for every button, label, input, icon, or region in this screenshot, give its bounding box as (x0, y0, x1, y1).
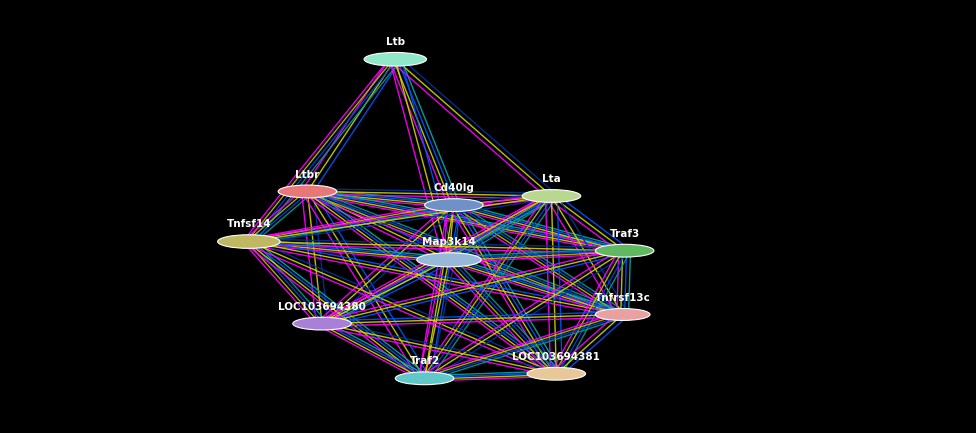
Text: LOC103694380: LOC103694380 (278, 302, 366, 312)
Ellipse shape (522, 190, 581, 202)
Ellipse shape (595, 309, 650, 320)
Ellipse shape (395, 372, 454, 385)
Ellipse shape (218, 235, 280, 249)
Ellipse shape (293, 317, 351, 330)
Text: Tnfsf14: Tnfsf14 (226, 219, 271, 229)
Text: Lta: Lta (542, 174, 561, 184)
Ellipse shape (595, 244, 654, 257)
Text: LOC103694381: LOC103694381 (512, 352, 600, 362)
Ellipse shape (425, 199, 483, 211)
Ellipse shape (278, 185, 337, 198)
Text: Ltbr: Ltbr (296, 170, 319, 180)
Text: Cd40lg: Cd40lg (433, 183, 474, 193)
Text: Ltb: Ltb (386, 37, 405, 47)
Ellipse shape (527, 367, 586, 380)
Text: Traf3: Traf3 (610, 229, 639, 239)
Text: Map3k14: Map3k14 (422, 237, 476, 247)
Ellipse shape (364, 52, 427, 66)
Text: Traf2: Traf2 (410, 356, 439, 366)
Ellipse shape (417, 253, 481, 267)
Text: Tnfrsf13c: Tnfrsf13c (594, 293, 651, 303)
